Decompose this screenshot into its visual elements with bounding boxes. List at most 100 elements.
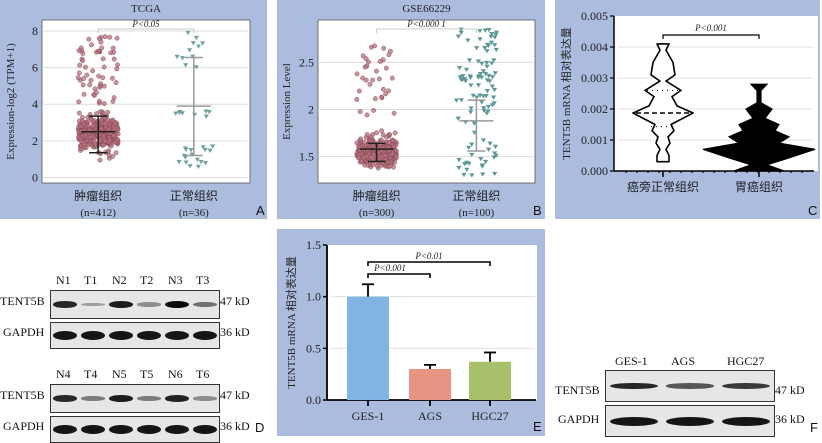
data-point bbox=[102, 121, 108, 127]
data-point bbox=[76, 110, 82, 116]
data-point bbox=[479, 100, 485, 105]
panel-e: 0.0 0.5 1.0 1.5 TENT5B mRNA 相对表达量 GES-1 AGS HGC… bbox=[277, 229, 545, 436]
control-size-label: 36 kD bbox=[220, 325, 250, 339]
data-point bbox=[114, 66, 120, 72]
data-point bbox=[110, 75, 115, 81]
blot-band bbox=[109, 331, 133, 340]
blot-band bbox=[666, 383, 714, 389]
data-point bbox=[182, 146, 189, 151]
data-point bbox=[468, 83, 474, 88]
data-point bbox=[458, 77, 464, 82]
data-point bbox=[374, 130, 379, 136]
y-tick-label: 4 bbox=[32, 97, 38, 111]
data-point bbox=[86, 36, 92, 42]
data-point bbox=[100, 56, 106, 62]
lane-label: T1 bbox=[84, 273, 98, 287]
data-point bbox=[110, 45, 116, 51]
data-point bbox=[465, 38, 471, 43]
x-tick-label: 正常组织 bbox=[170, 189, 218, 203]
data-point bbox=[76, 70, 82, 76]
blot-band bbox=[137, 302, 161, 307]
data-point bbox=[493, 32, 499, 37]
blot-band bbox=[193, 425, 217, 434]
data-point bbox=[96, 48, 101, 54]
data-point bbox=[368, 134, 374, 140]
blot-band bbox=[722, 416, 770, 426]
data-point bbox=[111, 133, 117, 139]
data-point bbox=[475, 59, 481, 64]
data-point bbox=[486, 27, 492, 33]
x-tick-label: 癌旁正常组织 bbox=[627, 179, 699, 194]
data-point bbox=[356, 88, 362, 94]
data-point bbox=[455, 116, 461, 121]
data-point bbox=[101, 101, 107, 106]
data-point bbox=[377, 59, 383, 64]
data-point bbox=[97, 109, 103, 115]
target-size-label: 47 kD bbox=[220, 294, 250, 308]
data-point bbox=[107, 138, 113, 143]
series-1 bbox=[453, 27, 499, 178]
chart-c-violin: 0.000 0.001 0.002 0.003 0.004 0.005 TENT5B mRN… bbox=[559, 9, 818, 194]
data-point bbox=[77, 62, 83, 68]
data-point bbox=[193, 35, 199, 41]
lane-label: N2 bbox=[112, 273, 127, 287]
x-tick-n-label: (n=100) bbox=[459, 207, 495, 219]
data-point bbox=[174, 54, 180, 59]
data-point bbox=[81, 91, 87, 97]
x-tick-label: 胃癌组织 bbox=[735, 179, 783, 194]
data-point bbox=[466, 58, 473, 63]
lane-label: N3 bbox=[168, 273, 183, 287]
data-point bbox=[489, 75, 496, 80]
data-point bbox=[113, 150, 119, 156]
blot-band bbox=[193, 331, 217, 340]
data-point bbox=[482, 28, 488, 33]
data-point bbox=[485, 104, 492, 110]
data-point bbox=[484, 49, 490, 54]
lane-label: T4 bbox=[84, 367, 98, 381]
chart-e-bar: 0.0 0.5 1.0 1.5 TENT5B mRNA 相对表达量 GES-1 AGS HGC… bbox=[284, 238, 537, 423]
bar bbox=[409, 369, 451, 400]
blot-band bbox=[165, 395, 189, 402]
y-axis-label: Expression-log2 (TPM+1) bbox=[5, 43, 17, 160]
y-tick-label: 6 bbox=[32, 61, 38, 75]
data-point bbox=[354, 97, 360, 102]
blot-band bbox=[81, 302, 105, 307]
blot-band bbox=[610, 416, 658, 426]
x-tick-label: 肿瘤组织 bbox=[353, 188, 401, 203]
data-point bbox=[372, 43, 377, 49]
data-point bbox=[99, 45, 105, 51]
lane-label: T6 bbox=[196, 367, 210, 381]
data-point bbox=[489, 31, 495, 37]
data-point bbox=[364, 112, 370, 118]
data-point bbox=[379, 128, 384, 134]
data-point bbox=[89, 42, 94, 48]
lane-label: HGC27 bbox=[727, 354, 765, 368]
lane-label: T5 bbox=[140, 367, 154, 381]
data-point bbox=[381, 45, 387, 51]
blot-target-band-strip bbox=[50, 384, 220, 413]
blot-band bbox=[137, 396, 161, 401]
data-point bbox=[113, 80, 119, 85]
data-point bbox=[176, 159, 182, 165]
data-point bbox=[462, 76, 468, 82]
data-point bbox=[113, 139, 118, 145]
panel-letter-b: B bbox=[533, 203, 542, 218]
blot-band bbox=[81, 396, 105, 401]
bar bbox=[469, 361, 511, 400]
blot-band bbox=[137, 331, 161, 340]
blot-band bbox=[53, 301, 77, 308]
data-point bbox=[91, 93, 97, 98]
x-tick-n-label: (n=412) bbox=[80, 207, 116, 219]
significance-label: P<0.001 bbox=[373, 263, 406, 273]
data-point bbox=[75, 75, 81, 81]
panel-d-western-blot: N1 T1 N2 T2 N3 T3 TENT5B 47 kD GAPDH 36 kD N4 T4 N5 T… bbox=[0, 230, 270, 443]
blot-band bbox=[722, 383, 770, 389]
data-point bbox=[98, 81, 104, 87]
data-point bbox=[110, 99, 116, 104]
data-point bbox=[492, 144, 499, 149]
y-tick-label: 0 bbox=[32, 171, 38, 185]
blot-target-band-strip bbox=[605, 370, 775, 402]
data-point bbox=[372, 96, 378, 102]
data-point bbox=[374, 163, 380, 169]
y-tick-label: 2.5 bbox=[299, 55, 314, 69]
